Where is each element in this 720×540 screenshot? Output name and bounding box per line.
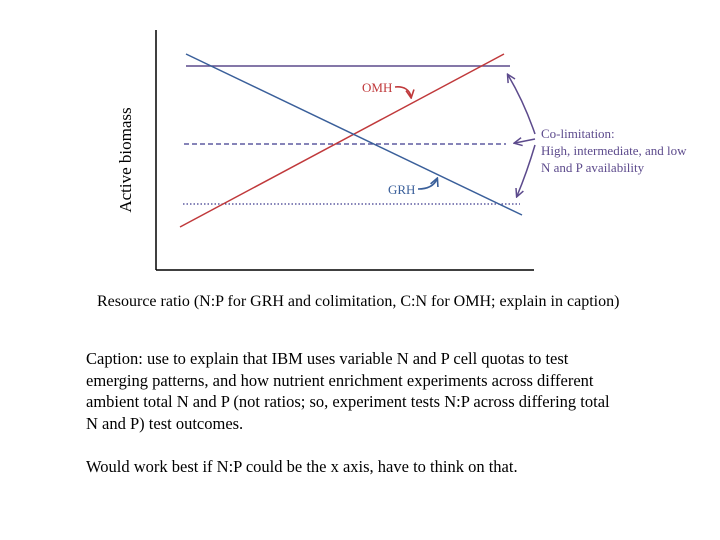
colimitation-arrow-intermediate [515, 139, 536, 143]
grh-pointer-arrow [417, 179, 437, 190]
caption-line-1: Caption: use to explain that IBM uses va… [86, 349, 569, 368]
caption-paragraph-gap [86, 434, 686, 456]
caption-line-2: emerging patterns, and how nutrient enri… [86, 370, 594, 390]
omh-label: OMH [362, 80, 392, 95]
omh-line [179, 53, 505, 228]
caption-note: Would work best if N:P could be the x ax… [86, 456, 518, 476]
omh-pointer-arrow [394, 86, 411, 97]
colimitation-label-line-1: Co-limitation: [541, 126, 615, 141]
caption-line-3: ambient total N and P (not ratios; so, e… [86, 392, 610, 411]
colimitation-arrow-high [508, 75, 536, 135]
grh-line [185, 53, 523, 216]
colimitation-label-line-3: N and P availability [541, 160, 645, 175]
caption-block: Caption: use to explain that IBM uses va… [86, 348, 686, 477]
x-axis-label: Resource ratio (N:P for GRH and colimita… [97, 293, 619, 310]
colimitation-arrow-low [517, 144, 536, 196]
grh-label: GRH [388, 182, 415, 197]
caption-line-4: N and P) test outcomes. [86, 413, 244, 433]
colimitation-label-line-2: High, intermediate, and low [541, 143, 687, 158]
y-axis-label: Active biomass [116, 107, 135, 212]
